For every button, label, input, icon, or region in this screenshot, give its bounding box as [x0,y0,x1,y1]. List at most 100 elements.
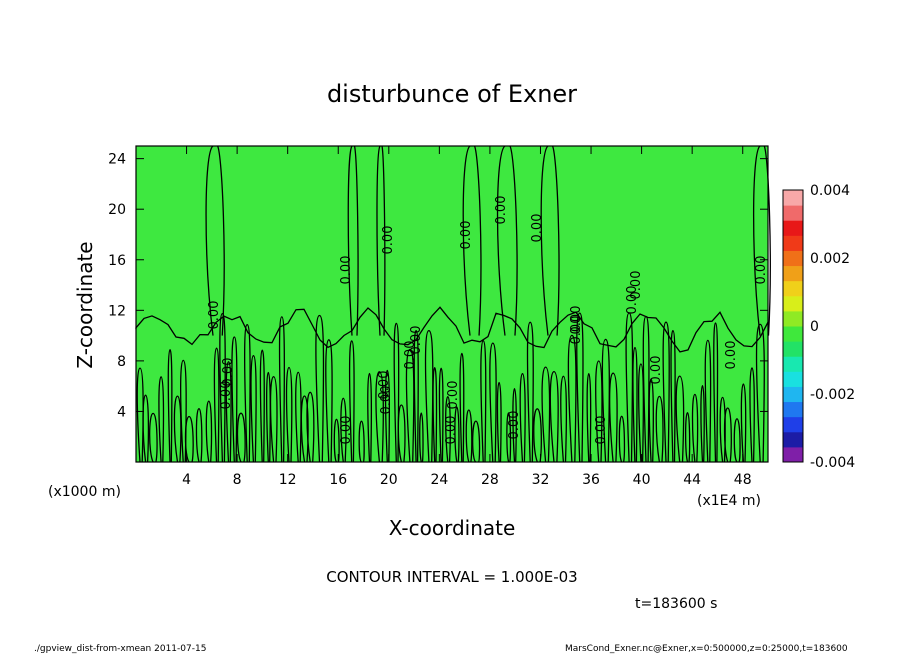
contour-line [638,363,645,463]
contour-line [560,375,568,463]
contour-label: 0.00 [219,381,234,410]
contour-line [496,145,518,336]
contour-line [480,340,487,463]
x-tick-label: 48 [734,472,752,488]
contour-label: 0.00 [494,196,509,225]
contour-line [278,316,285,463]
y-axis-unit: (x1000 m) [48,484,121,500]
contour-line [526,321,534,463]
contour-labels: 0.000.000.000.000.000.000.000.000.000.00… [207,196,769,445]
x-tick-label: 36 [582,472,600,488]
contour-line [348,340,355,463]
chart-title: disturbunce of Exner [327,80,577,108]
contour-line [167,349,173,463]
contour-line [205,145,225,336]
plot-frame [135,145,769,463]
contour-line [755,323,765,463]
contour-line [459,352,465,463]
contour-line [213,347,220,463]
contour-line [540,145,560,336]
contour-line [472,420,481,463]
contour-label: 0.00 [381,226,396,255]
contour-label: 0.00 [444,416,459,445]
colorbar-swatch [783,295,803,312]
contour-line [733,418,741,463]
contour-line [244,324,251,463]
y-tick-labels: 4 8 12 16 20 24 [108,152,768,420]
contour-line [315,314,325,463]
contour-line [413,329,419,463]
contour-label: 0.00 [594,416,609,445]
contour-line [618,415,626,463]
contour-line [375,371,384,463]
x-axis-unit: (x1E4 m) [697,493,761,509]
contour-line [586,372,592,463]
y-axis-label: Z-coordinate [73,241,97,368]
contour-line [340,397,347,463]
contour-line [713,322,719,463]
contour-label: 0.00 [724,341,739,370]
contour-label: 0.00 [339,416,354,445]
colorbar-tick-label: 0 [810,319,819,335]
colorbar-swatch [783,356,803,372]
contour-line [489,342,497,463]
contour-line [184,415,194,463]
contour-line [655,395,664,463]
contour-label: 0.00 [377,371,392,400]
contour-line [740,383,747,463]
x-tick-label: 32 [532,472,550,488]
contour-line [306,391,315,463]
contour-label: 0.00 [221,358,236,387]
x-tick-labels: 4 8 12 16 20 24 28 32 36 40 44 48 [182,146,752,488]
contour-line [496,381,502,463]
colorbar-swatch [783,220,803,236]
footer-left: ./gpview_dist-from-xmean 2011-07-15 [34,644,206,654]
contour-label: 0.00 [409,326,424,355]
contour-line [749,367,755,463]
contour-line [506,412,512,463]
colorbar-swatch [783,431,803,448]
colorbar-swatch [783,386,803,403]
contour-line [632,346,638,463]
colorbar-tick-label: 0.004 [810,183,850,199]
plot-area: 0.000.000.000.000.000.000.000.000.000.00… [135,145,771,463]
contour-line [376,145,386,336]
colorbar-swatch [783,190,803,206]
contour-line [405,348,415,463]
contour-line [250,355,257,463]
contour-line [269,376,278,463]
y-tick-label: 12 [108,303,126,319]
contour-label: 0.00 [530,214,545,243]
contour-label: 0.00 [507,411,522,440]
contour-line [691,393,699,463]
contour-line [135,306,769,353]
contour-line [549,370,559,463]
colorbar-swatch [783,326,803,342]
contour-line [173,395,182,463]
y-tick-label: 16 [108,253,126,269]
contour-label: 0.00 [625,286,640,315]
colorbar-swatch [783,235,803,251]
contour-line [225,361,232,463]
x-tick-label: 4 [182,472,191,488]
contour-line [358,420,365,463]
contour-line [662,321,670,463]
x-tick-label: 12 [279,472,297,488]
colorbar-frame [782,189,804,463]
contour-line [384,369,391,463]
contour-line [158,376,165,463]
x-tick-label: 24 [430,472,448,488]
x-tick-label: 16 [329,472,347,488]
contour-line [259,349,265,463]
contour-line [675,375,685,463]
colorbar-tick-label: -0.002 [810,387,855,403]
contour-line [595,360,603,463]
contour-label: 0.00 [339,256,354,285]
contour-line [285,366,293,463]
colorbar-swatch [783,205,803,221]
contour-line [419,412,424,463]
contour-line [325,339,333,463]
colorbar-swatch [783,341,803,357]
footer-right: MarsCond_Exner.nc@Exner,x=0:500000,z=0:2… [565,644,848,654]
